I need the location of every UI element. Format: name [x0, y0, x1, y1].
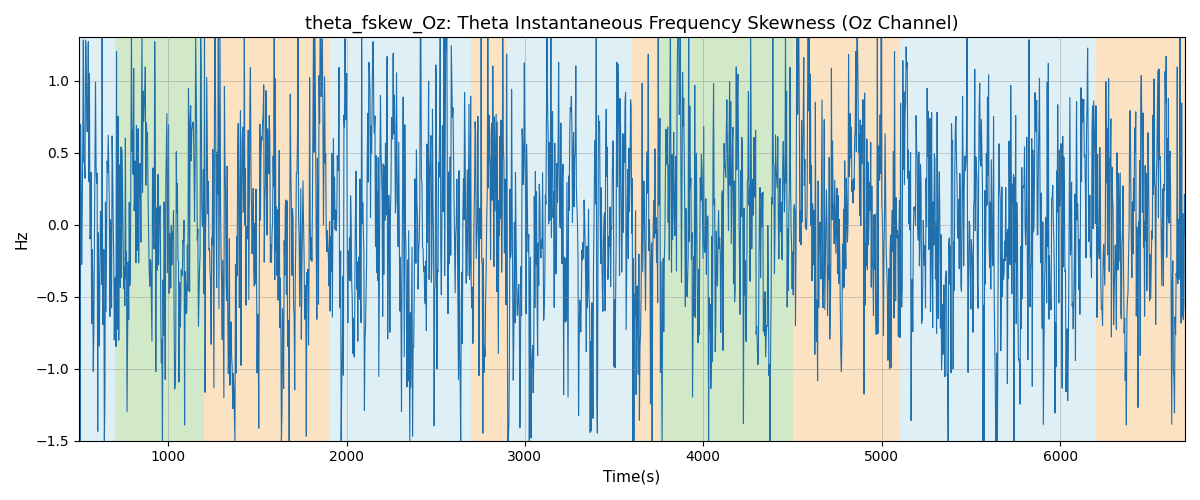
Y-axis label: Hz: Hz: [14, 230, 30, 249]
Bar: [900, 38, 1043, 440]
Bar: [329, 38, 472, 440]
Bar: [508, 38, 632, 440]
Title: theta_fskew_Oz: Theta Instantaneous Frequency Skewness (Oz Channel): theta_fskew_Oz: Theta Instantaneous Freq…: [305, 15, 959, 34]
Bar: [472, 38, 508, 440]
Bar: [632, 38, 659, 440]
Bar: [1043, 38, 1096, 440]
Bar: [1096, 38, 1186, 440]
X-axis label: Time(s): Time(s): [604, 470, 660, 485]
Bar: [114, 38, 204, 440]
Bar: [739, 38, 792, 440]
Bar: [659, 38, 739, 440]
Bar: [792, 38, 900, 440]
Bar: [204, 38, 329, 440]
Bar: [79, 38, 114, 440]
